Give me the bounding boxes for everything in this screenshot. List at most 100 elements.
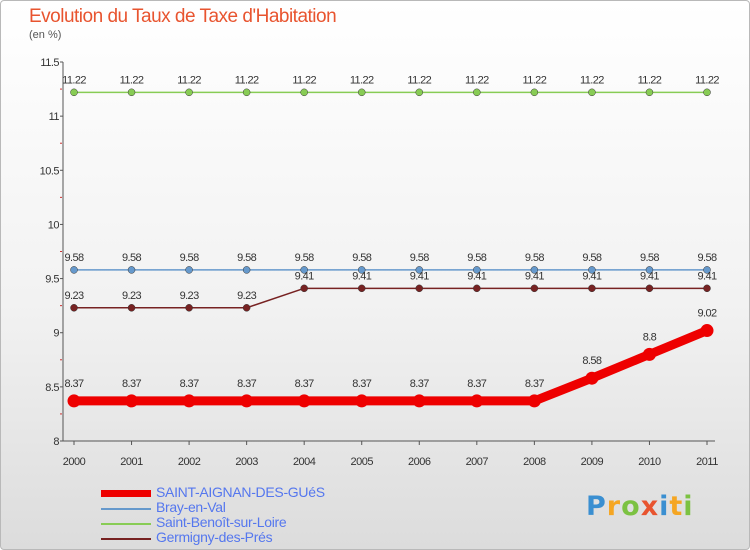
data-point-1: [588, 266, 596, 274]
data-point-0: [297, 394, 311, 408]
data-point-3: [357, 284, 366, 293]
data-label-0: 8.58: [582, 355, 601, 367]
data-label-1: 9.58: [697, 252, 716, 264]
y-tick-label: 10: [48, 219, 60, 231]
data-point-0: [355, 394, 369, 408]
data-point-3: [242, 304, 251, 312]
series-line-0: [74, 326, 709, 406]
data-point-3: [415, 284, 424, 293]
data-point-2: [415, 88, 424, 97]
data-point-1: [127, 266, 136, 274]
data-label-2: 11.22: [407, 74, 431, 86]
legend-swatch-0: [101, 490, 151, 497]
data-point-1: [70, 266, 78, 274]
data-label-1: 9.58: [467, 252, 486, 264]
x-tick-label: 2000: [63, 456, 86, 468]
data-label-3: 9.41: [410, 270, 429, 282]
y-tick-label: 11.5: [40, 57, 59, 69]
legend-label-1: Bray-en-Val: [156, 499, 226, 515]
data-label-1: 9.58: [525, 252, 544, 264]
data-label-2: 11.22: [580, 74, 604, 86]
data-label-3: 9.23: [237, 290, 256, 302]
y-tick-label: 9.5: [45, 274, 59, 286]
data-label-1: 9.58: [640, 252, 659, 264]
data-point-3: [473, 284, 481, 293]
x-tick-label: 2001: [120, 456, 143, 468]
data-point-0: [240, 394, 254, 408]
data-label-2: 11.22: [350, 74, 374, 86]
data-label-2: 11.22: [523, 74, 547, 86]
data-point-2: [588, 88, 596, 97]
data-point-0: [642, 347, 656, 361]
logo-letter: o: [621, 491, 641, 522]
data-point-1: [473, 266, 481, 274]
x-tick-label: 2003: [235, 456, 258, 468]
proxiti-logo: Proxiti: [586, 491, 694, 522]
x-tick-label: 2007: [466, 456, 489, 468]
data-point-2: [473, 88, 481, 97]
data-point-1: [357, 266, 366, 274]
data-point-1: [300, 266, 308, 274]
data-point-3: [300, 284, 308, 293]
data-label-3: 9.23: [122, 290, 141, 302]
data-label-2: 11.22: [638, 74, 662, 86]
x-tick-label: 2008: [523, 456, 546, 468]
logo-letter: r: [606, 491, 622, 522]
logo-letter: i: [659, 491, 670, 522]
data-label-3: 9.41: [467, 270, 486, 282]
y-tick-label: 8.5: [45, 382, 59, 394]
data-label-0: 8.37: [410, 378, 429, 390]
data-point-1: [242, 266, 251, 274]
data-label-0: 8.8: [643, 331, 657, 343]
data-point-1: [530, 266, 539, 274]
data-label-1: 9.58: [410, 252, 429, 264]
data-label-3: 9.41: [582, 270, 601, 282]
data-label-2: 11.22: [695, 74, 719, 86]
data-label-0: 9.02: [697, 308, 716, 320]
logo-letter: t: [669, 491, 684, 522]
data-label-0: 8.37: [64, 378, 83, 390]
series-line-3: [74, 287, 707, 309]
data-label-3: 9.23: [64, 290, 83, 302]
x-tick-label: 2002: [178, 456, 201, 468]
data-point-2: [530, 88, 539, 97]
data-point-0: [412, 394, 426, 408]
logo-letter: x: [640, 491, 660, 522]
data-point-0: [585, 371, 599, 385]
legend-swatch-3: [101, 538, 151, 540]
data-point-2: [703, 88, 711, 97]
data-point-3: [127, 304, 136, 312]
data-label-3: 9.41: [697, 270, 716, 282]
data-label-2: 11.22: [235, 74, 259, 86]
data-label-1: 9.58: [180, 252, 199, 264]
data-point-1: [415, 266, 424, 274]
data-label-3: 9.23: [180, 290, 199, 302]
data-point-3: [703, 284, 711, 293]
data-point-1: [703, 266, 711, 274]
data-label-2: 11.22: [177, 74, 201, 86]
legend-label-0: SAINT-AIGNAN-DES-GUéS: [156, 484, 325, 500]
y-tick-label: 10.5: [40, 165, 60, 177]
data-point-3: [530, 284, 539, 293]
data-label-1: 9.58: [295, 252, 314, 264]
data-label-0: 8.37: [352, 378, 371, 390]
y-tick-label: 11: [49, 111, 60, 123]
data-label-2: 11.22: [120, 74, 144, 86]
data-point-2: [185, 88, 193, 97]
data-label-0: 8.37: [295, 378, 314, 390]
data-point-3: [645, 284, 654, 293]
data-label-2: 11.22: [292, 74, 316, 86]
data-point-3: [588, 284, 596, 293]
legend-swatch-1: [101, 508, 151, 510]
data-point-0: [125, 394, 139, 408]
data-point-2: [357, 88, 366, 97]
data-label-0: 8.37: [525, 378, 544, 390]
logo-letter: i: [683, 491, 694, 522]
data-label-3: 9.41: [525, 270, 544, 282]
x-tick-label: 2006: [408, 456, 431, 468]
data-label-1: 9.58: [64, 252, 83, 264]
legend-swatch-2: [101, 523, 151, 525]
data-point-0: [470, 394, 484, 408]
